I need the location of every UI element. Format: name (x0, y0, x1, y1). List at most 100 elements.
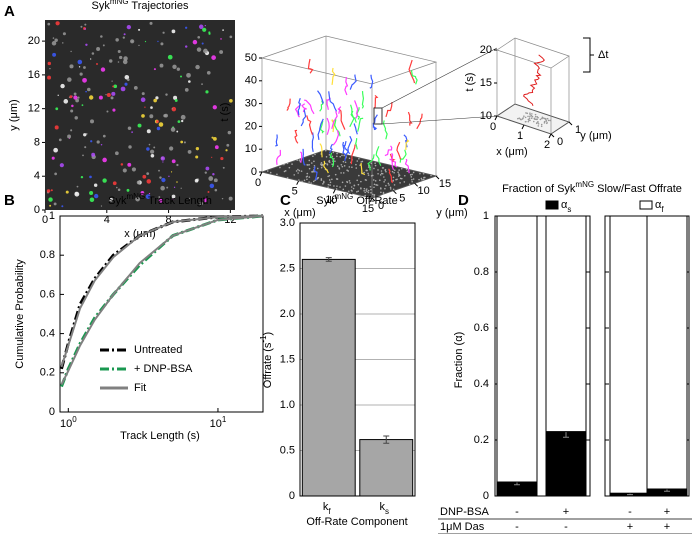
trajectory (388, 168, 394, 183)
z-tick-label: 40 (245, 75, 257, 87)
image-speckle (62, 32, 66, 36)
image-speckle (219, 50, 224, 54)
floor-speckle (385, 184, 387, 187)
floor-speckle (366, 190, 368, 193)
floor-speckle (527, 118, 530, 121)
z-axis-label: t (s) (464, 73, 476, 92)
trajectory (384, 145, 393, 157)
image-speckle (135, 196, 140, 202)
image-speckle (122, 59, 128, 65)
image-speckle (172, 198, 174, 201)
text-part: mNG (127, 192, 146, 201)
floor-speckle (544, 118, 547, 120)
floor-speckle (316, 167, 319, 170)
floor-speckle (293, 174, 296, 176)
z-tick-label: 50 (245, 52, 257, 64)
floor-speckle (373, 194, 376, 196)
image-speckle (157, 40, 159, 43)
image-speckle (214, 188, 218, 192)
floor-speckle (314, 179, 316, 182)
image-speckle (102, 134, 106, 138)
plot-frame (59, 215, 264, 413)
y-tick-label: 0.4 (474, 378, 489, 390)
floor-speckle (297, 168, 299, 171)
floor-speckle (527, 120, 530, 123)
floor-speckle (395, 178, 397, 181)
floor-speckle (533, 118, 536, 120)
trajectory (357, 117, 364, 132)
image-speckle (82, 154, 84, 157)
floor-speckle (348, 157, 351, 160)
y-tick-label: 1.5 (280, 353, 295, 365)
y-axis-label: y (μm) (8, 99, 20, 130)
image-speckle (226, 143, 230, 147)
y-tick-label: 3.0 (280, 217, 295, 229)
floor-speckle (344, 185, 347, 187)
floor-speckle (411, 178, 413, 181)
image-speckle (93, 183, 98, 187)
floor-speckle (537, 125, 540, 127)
floor-speckle (351, 166, 353, 169)
trajectory (396, 141, 402, 160)
trajectory (342, 141, 347, 161)
y-tick-label: 20 (28, 35, 40, 47)
image-speckle (111, 91, 116, 96)
trajectory (306, 115, 314, 135)
y-tick-label: 0 (557, 136, 563, 148)
floor-speckle (365, 169, 368, 172)
trajectory (332, 129, 340, 146)
floor-speckle (517, 117, 519, 120)
floor-speckle (397, 171, 399, 174)
floor-speckle (348, 166, 351, 168)
image-speckle (156, 126, 161, 131)
floor-speckle (342, 172, 345, 174)
image-speckle (220, 156, 224, 161)
floor-speckle (303, 179, 306, 182)
floor-speckle (392, 188, 395, 191)
floor-speckle (312, 180, 315, 183)
text-part: 10 (60, 418, 72, 430)
image-speckle (167, 54, 173, 60)
floor-speckle (312, 170, 314, 173)
image-speckle (158, 122, 164, 127)
y-tick-label: 0.6 (474, 322, 489, 334)
x-tick-label: 5 (292, 186, 298, 198)
text-part: α (655, 199, 662, 211)
floor-speckle (334, 160, 336, 162)
floor-speckle (370, 162, 373, 165)
x-tick-label: kf (323, 501, 332, 516)
floor-speckle (370, 175, 373, 177)
trajectory (328, 91, 338, 112)
image-speckle (141, 92, 145, 96)
image-speckle (96, 140, 100, 144)
floor-speckle (527, 115, 529, 118)
image-speckle (146, 147, 150, 151)
trajectory (299, 151, 303, 163)
floor-speckle (409, 174, 412, 176)
text-part: Track Length (145, 195, 212, 207)
text-part: Offrate (s (262, 342, 274, 388)
image-speckle (75, 98, 79, 103)
floor-speckle (333, 157, 335, 160)
x-tick-label: ks (380, 501, 390, 516)
image-speckle (211, 55, 216, 60)
trajectory (319, 120, 325, 134)
floor-speckle (547, 119, 550, 122)
floor-speckle (306, 178, 308, 181)
trajectory (410, 70, 418, 85)
image-speckle (171, 194, 176, 199)
image-speckle (84, 146, 87, 149)
chart-title: SykmNG Off-Rate (316, 192, 397, 207)
floor-speckle (545, 120, 548, 122)
floor-speckle (347, 170, 350, 172)
floor-speckle (537, 116, 539, 119)
y-tick-label: 2.0 (280, 308, 295, 320)
y-tick-label: 12 (28, 103, 40, 115)
image-speckle (69, 64, 74, 69)
floor-speckle (539, 118, 542, 121)
image-speckle (73, 95, 78, 100)
floor-speckle (370, 191, 372, 194)
image-speckle (85, 90, 87, 93)
image-speckle (149, 114, 154, 119)
image-speckle (90, 140, 93, 143)
